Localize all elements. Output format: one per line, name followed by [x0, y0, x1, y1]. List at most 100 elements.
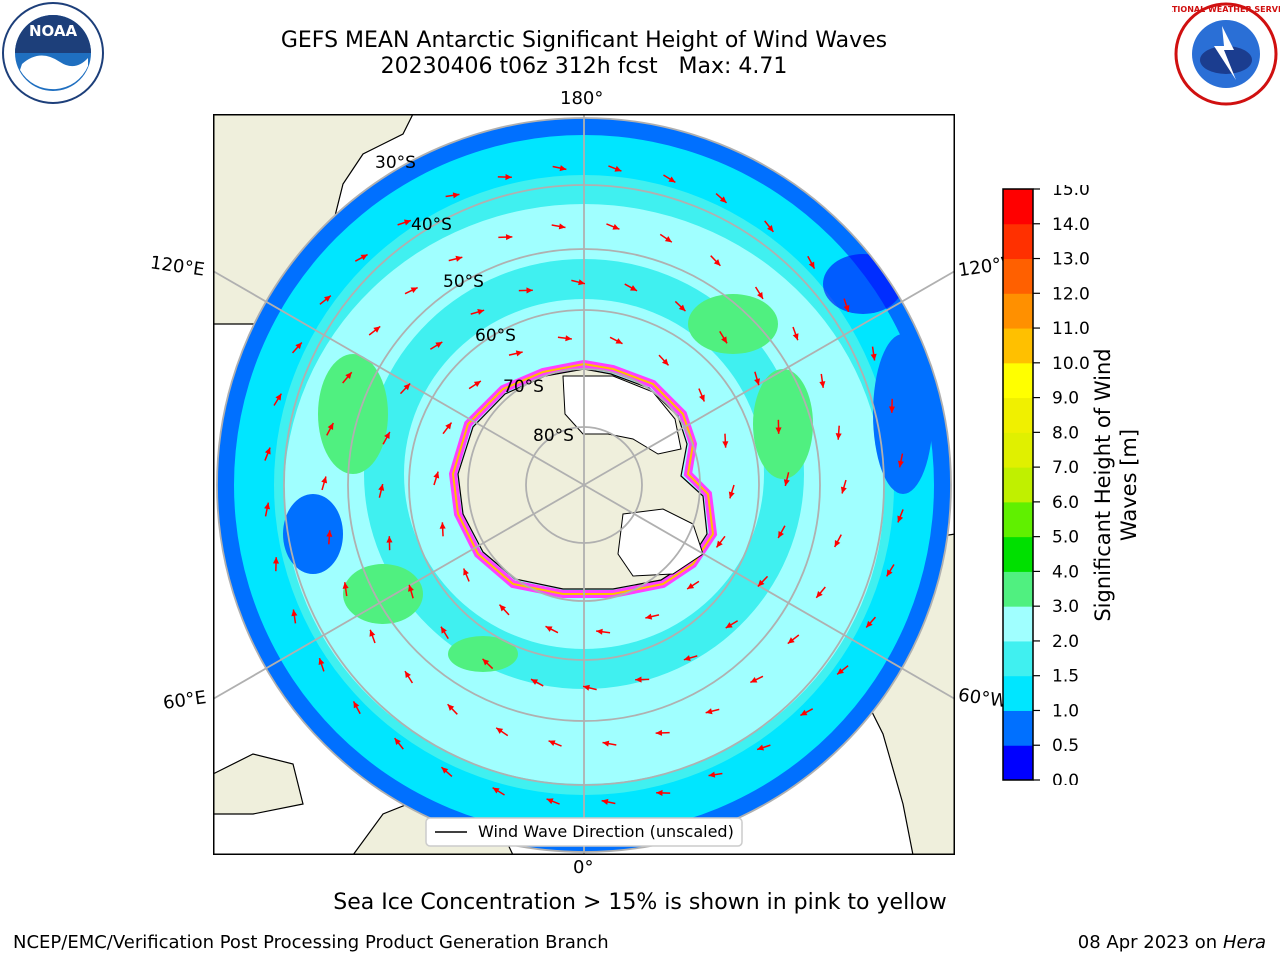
wave-direction-arrow	[886, 564, 895, 577]
wave-direction-arrow	[708, 771, 723, 778]
wave-direction-arrow	[764, 220, 774, 233]
wave-direction-arrow	[495, 727, 509, 737]
wave-direction-arrow	[546, 798, 560, 805]
nws-logo-text: NATIONAL WEATHER SERVICE	[1172, 5, 1280, 14]
lon-label-180: 180°	[560, 88, 604, 109]
sea-ice-note: Sea Ice Concentration > 15% is shown in …	[333, 890, 947, 915]
colorbar-tick-label: 0.0	[1052, 771, 1079, 785]
colorbar-cell	[1003, 328, 1033, 364]
wave-direction-arrow	[440, 626, 449, 640]
wave-direction-arrow	[609, 336, 623, 345]
wave-direction-arrow	[548, 740, 562, 747]
wave-direction-arrow	[582, 684, 597, 691]
colorbar-tick-label: 1.5	[1052, 667, 1079, 687]
wave-direction-arrow	[530, 678, 544, 687]
wave-direction-arrow	[719, 330, 728, 344]
colorbar-ticks: 15.0 14.0 13.0 12.0 11.0 10.0 9.0 8.0 7.0 6.0 5.0 4…	[1033, 185, 1090, 785]
wave-direction-arrow	[318, 657, 325, 672]
wave-direction-arrow	[722, 433, 729, 448]
wave-direction-arrow	[663, 174, 676, 183]
wave-direction-arrow	[468, 380, 482, 390]
wave-direction-arrow	[807, 255, 816, 269]
wave-direction-arrow	[326, 530, 333, 545]
colorbar-tick-label: 7.0	[1052, 458, 1079, 478]
wind-wave-arrows	[264, 165, 904, 805]
colorbar-cell	[1003, 675, 1033, 711]
wave-direction-arrow	[686, 580, 700, 590]
wave-direction-arrow	[264, 447, 271, 461]
legend-label: Wind Wave Direction (unscaled)	[478, 822, 734, 841]
polar-map: 30°S 40°S 50°S 60°S 70°S 80°S Wind Wave …	[213, 114, 955, 855]
wave-direction-arrow	[728, 484, 735, 499]
colorbar-cells	[1003, 189, 1033, 781]
colorbar-tick-label: 5.0	[1052, 528, 1079, 548]
wave-direction-arrow	[897, 509, 904, 523]
lon-label-60e: 60°E	[161, 687, 208, 714]
wave-direction-arrow	[645, 613, 660, 620]
colorbar-cell	[1003, 397, 1033, 433]
noaa-logo: NOAA	[2, 2, 104, 104]
wave-direction-arrow	[369, 629, 376, 644]
wave-direction-arrow	[545, 625, 559, 634]
wave-direction-arrow	[470, 309, 485, 315]
colorbar-cell	[1003, 501, 1033, 538]
wave-direction-arrow	[508, 350, 523, 357]
colorbar-cell	[1003, 640, 1033, 677]
colorbar-tick-label: 2.0	[1052, 632, 1079, 652]
wave-direction-arrow	[571, 279, 586, 286]
antarctica	[448, 359, 718, 598]
colorbar-tick-label: 12.0	[1052, 284, 1090, 304]
wave-direction-arrow	[319, 295, 332, 305]
wave-direction-arrow	[498, 604, 510, 616]
colorbar-tick-label: 1.0	[1052, 701, 1079, 721]
wave-direction-arrow	[386, 536, 393, 551]
colorbar-tick-label: 15.0	[1052, 185, 1090, 200]
wave-direction-arrow	[551, 223, 566, 230]
wave-direction-arrow	[840, 479, 847, 494]
lat-label-80s: 80°S	[533, 426, 574, 446]
wave-direction-arrow	[674, 300, 686, 312]
colorbar-cell	[1003, 536, 1033, 572]
wave-direction-arrow	[354, 253, 368, 262]
colorbar-tick-label: 6.0	[1052, 493, 1079, 513]
colorbar-cell	[1003, 745, 1033, 781]
wave-direction-arrow	[498, 234, 513, 241]
wave-direction-arrow	[843, 298, 850, 313]
chart-subtitle: 20230406 t06z 312h fcst Max: 4.71	[380, 54, 788, 79]
wave-direction-arrow	[710, 255, 721, 267]
wave-direction-arrow	[492, 787, 505, 796]
wave-direction-arrow	[378, 483, 385, 498]
wave-direction-arrow	[264, 502, 271, 517]
footer-host: Hera	[1222, 932, 1266, 953]
map-legend: Wind Wave Direction (unscaled)	[425, 817, 743, 847]
wave-direction-arrow	[757, 575, 769, 587]
wave-direction-arrow	[342, 582, 349, 597]
footer-left: NCEP/EMC/Verification Post Processing Pr…	[13, 932, 609, 953]
colorbar-cell	[1003, 606, 1033, 642]
wave-direction-arrow	[394, 737, 404, 750]
footer-right: 08 Apr 2023 on Hera	[1078, 932, 1266, 953]
wave-direction-arrow	[835, 425, 842, 440]
colorbar-cell	[1003, 432, 1033, 468]
colorbar-tick-label: 3.0	[1052, 597, 1079, 617]
wave-direction-arrow	[352, 701, 361, 715]
colorbar-cell	[1003, 710, 1033, 746]
colorbar-cell	[1003, 362, 1033, 399]
wave-direction-arrow	[404, 286, 418, 295]
wave-direction-arrow	[608, 165, 622, 172]
lat-label-30s: 30°S	[375, 153, 416, 173]
wave-direction-arrow	[448, 255, 463, 262]
wave-direction-arrow	[787, 634, 800, 645]
colorbar-tick-label: 10.0	[1052, 354, 1090, 374]
wave-direction-arrow	[659, 233, 673, 243]
footer-date: 08 Apr 2023 on	[1077, 932, 1218, 953]
wave-direction-arrow	[342, 371, 353, 384]
wave-direction-arrow	[819, 373, 826, 388]
wave-direction-arrow	[865, 616, 877, 629]
colorbar-label: Significant Height of Wind Waves [m]	[1091, 348, 1141, 622]
wave-direction-arrow	[775, 419, 782, 434]
wave-direction-arrow	[656, 789, 671, 797]
wave-direction-arrow	[408, 584, 414, 599]
lat-label-70s: 70°S	[503, 377, 544, 397]
wave-direction-arrow	[291, 609, 298, 624]
